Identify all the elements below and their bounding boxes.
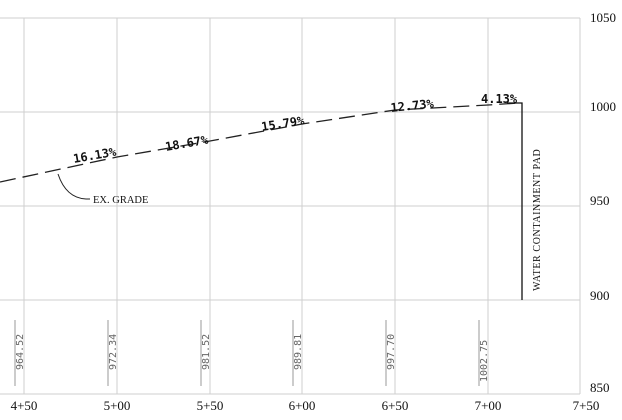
existing-grade-line <box>0 102 519 183</box>
grade-label: 15.79% <box>260 113 306 134</box>
x-tick-label: 6+50 <box>382 398 409 413</box>
ground-elevation-label: 997.70 <box>386 334 397 370</box>
grade-label: 16.13% <box>72 145 118 166</box>
x-tick-label: 5+50 <box>197 398 224 413</box>
grade-labels: 16.13% 18.67% 15.79% 12.73% 4.13% <box>72 92 518 166</box>
y-tick-label: 1000 <box>590 99 616 114</box>
ex-grade-leader <box>57 173 90 200</box>
pad-label: WATER CONTAINMENT PAD <box>532 149 543 291</box>
grid <box>0 17 581 395</box>
ground-elevation-label: 1002.75 <box>479 340 490 382</box>
ground-elevation-label: 989.81 <box>293 334 304 370</box>
ex-grade-label: EX. GRADE <box>93 195 148 206</box>
ground-elevation-label: 972.34 <box>108 334 119 370</box>
station-axis: 4+50 5+00 5+50 6+00 6+50 7+00 7+50 <box>11 398 600 413</box>
ground-elevation-label: 981.52 <box>201 334 212 370</box>
x-tick-label: 7+00 <box>475 398 502 413</box>
x-tick-label: 5+00 <box>104 398 131 413</box>
x-tick-label: 6+00 <box>289 398 316 413</box>
x-tick-label: 7+50 <box>573 398 600 413</box>
elevation-axis: 1050 1000 950 900 850 <box>590 10 616 395</box>
grade-label: 12.73% <box>390 96 435 115</box>
ground-elevations: 964.52 972.34 981.52 989.81 997.70 1002.… <box>14 320 490 386</box>
y-tick-label: 850 <box>590 380 610 395</box>
grade-label: 4.13% <box>481 92 518 106</box>
ground-elevation-label: 964.52 <box>15 334 26 370</box>
pad-outline <box>507 102 523 300</box>
y-tick-label: 900 <box>590 288 610 303</box>
y-tick-label: 950 <box>590 193 610 208</box>
grade-label: 18.67% <box>164 133 210 154</box>
y-tick-label: 1050 <box>590 10 616 25</box>
x-tick-label: 4+50 <box>11 398 38 413</box>
